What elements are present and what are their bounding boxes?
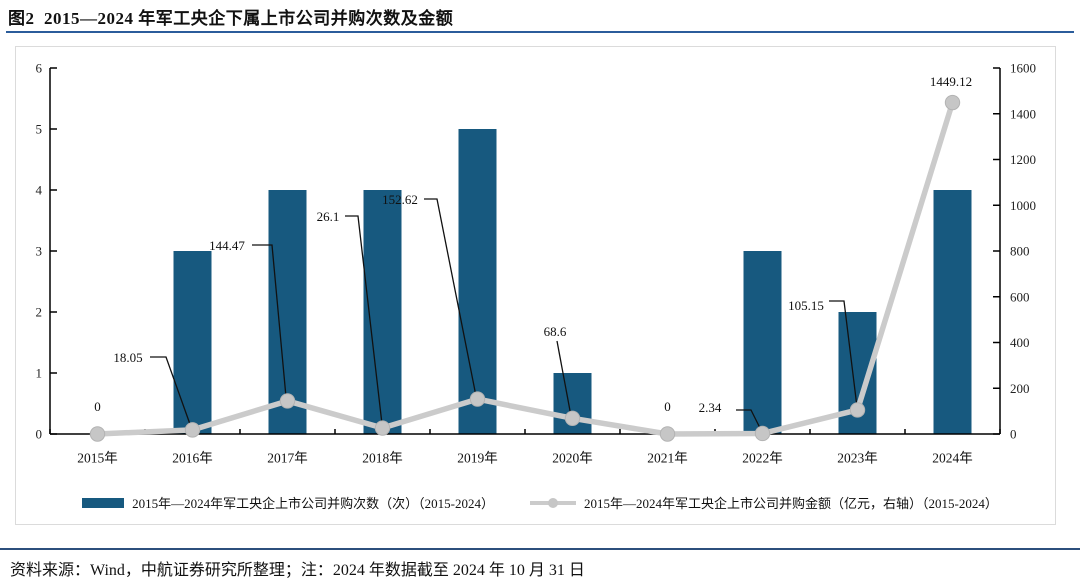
svg-text:800: 800 — [1010, 244, 1030, 259]
svg-text:4: 4 — [36, 183, 43, 198]
axis-tick-labels: 0 1 2 3 4 5 6 0 200 400 600 800 1000 1200 1400 1600 — [36, 61, 1037, 442]
bar-series — [173, 129, 972, 434]
data-labels: 0 18.05 144.47 26.1 152.62 68.6 0 2.34 105.15 144… — [94, 74, 972, 415]
svg-text:1200: 1200 — [1010, 152, 1036, 167]
data-label: 152.62 — [382, 192, 418, 207]
data-label: 2.34 — [699, 400, 722, 415]
figure-title: 图2 2015—2024 年军工央企下属上市公司并购次数及金额 — [8, 9, 454, 28]
category-label: 2015年 — [77, 451, 118, 466]
svg-text:1: 1 — [36, 366, 43, 381]
legend-item-amount: 2015年—2024年军工央企上市公司并购金额（亿元，右轴）（2015-2024… — [530, 493, 998, 512]
category-label: 2023年 — [837, 451, 878, 466]
chart-legend: 2015年—2024年军工央企上市公司并购次数（次）（2015-2024） 20… — [0, 493, 1080, 512]
bar-2019年 — [458, 129, 497, 434]
bar-series-swatch-icon — [82, 497, 125, 508]
svg-text:5: 5 — [36, 122, 43, 137]
data-label: 144.47 — [209, 238, 245, 253]
marker-2017年 — [279, 393, 296, 409]
svg-text:1600: 1600 — [1010, 61, 1036, 76]
marker-2022年 — [754, 425, 771, 442]
title-divider — [6, 31, 1074, 33]
svg-text:6: 6 — [36, 61, 43, 76]
category-label: 2016年 — [172, 451, 213, 466]
marker-2015年 — [89, 426, 106, 442]
marker-2023年 — [849, 402, 866, 418]
source-note: 资料来源：Wind，中航证券研究所整理；注：2024 年数据截至 2024 年 … — [10, 562, 585, 579]
legend-label-count: 2015年—2024年军工央企上市公司并购次数（次）（2015-2024） — [132, 496, 494, 511]
legend-item-count: 2015年—2024年军工央企上市公司并购次数（次）（2015-2024） — [82, 493, 494, 512]
bar-2022年 — [743, 251, 782, 434]
bar-2024年 — [933, 190, 972, 434]
marker-2021年 — [659, 426, 676, 442]
svg-text:2: 2 — [36, 305, 43, 320]
marker-2024年 — [944, 94, 961, 111]
svg-text:400: 400 — [1010, 335, 1030, 350]
bar-2016年 — [173, 251, 212, 434]
line-markers — [89, 94, 961, 442]
data-label: 0 — [94, 399, 101, 414]
legend-label-amount: 2015年—2024年军工央企上市公司并购金额（亿元，右轴）（2015-2024… — [584, 496, 998, 511]
category-label: 2024年 — [932, 451, 973, 466]
label-leader-lines — [150, 198, 858, 431]
category-axis-labels: 2015年 2016年 2017年 2018年 2019年 2020年 2021年 2022年… — [77, 451, 973, 466]
category-label: 2022年 — [742, 451, 783, 466]
svg-text:1400: 1400 — [1010, 106, 1036, 121]
marker-2018年 — [374, 420, 391, 436]
line-series — [97, 101, 956, 437]
data-label: 105.15 — [788, 298, 824, 313]
footer-divider — [0, 548, 1080, 550]
marker-2016年 — [184, 422, 201, 438]
category-label: 2020年 — [552, 451, 593, 466]
data-label: 68.6 — [544, 324, 567, 339]
category-label: 2019年 — [457, 451, 498, 466]
svg-text:3: 3 — [36, 244, 43, 259]
category-label: 2021年 — [647, 451, 688, 466]
marker-2019年 — [469, 391, 486, 407]
data-label: 18.05 — [113, 350, 142, 365]
line-series-swatch-icon — [530, 497, 576, 509]
svg-text:600: 600 — [1010, 289, 1030, 304]
data-label: 26.1 — [317, 209, 340, 224]
svg-text:0: 0 — [36, 427, 43, 442]
bar-2018年 — [363, 190, 402, 434]
marker-2020年 — [564, 410, 581, 427]
svg-text:200: 200 — [1010, 381, 1030, 396]
svg-text:0: 0 — [1010, 427, 1017, 442]
category-label: 2018年 — [362, 451, 403, 466]
data-label: 0 — [664, 399, 671, 414]
data-label: 1449.12 — [930, 74, 972, 89]
category-label: 2017年 — [267, 451, 308, 466]
svg-text:1000: 1000 — [1010, 198, 1036, 213]
